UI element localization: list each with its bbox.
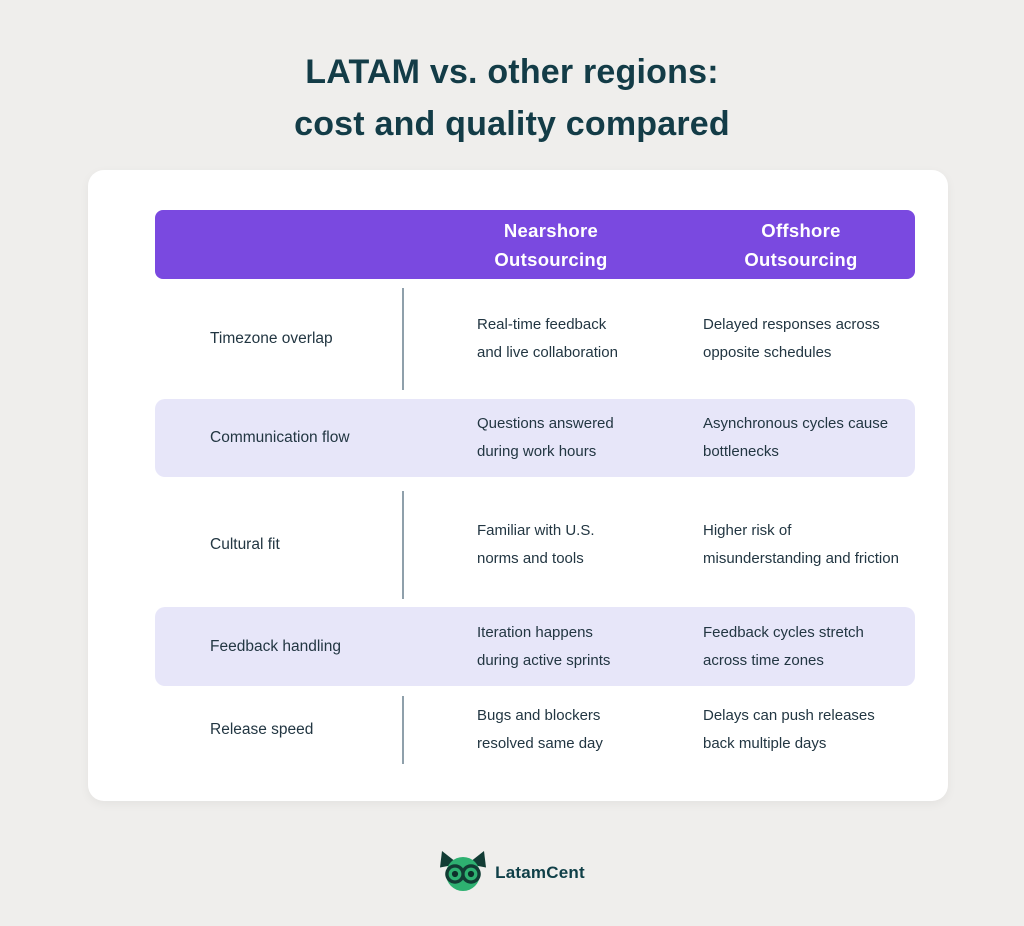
row-label: Timezone overlap [155,287,402,391]
row-label-text: Cultural fit [210,536,280,553]
page-title: LATAM vs. other regions: cost and qualit… [0,46,1024,150]
nearshore-cell: Familiar with U.S. norms and tools [402,490,703,600]
offshore-cell-text: Feedback cycles stretch across time zone… [703,623,864,669]
row-divider [402,696,404,764]
offshore-cell: Delays can push releases back multiple d… [703,695,915,765]
table-row-feedback-handling: Feedback handling Iteration happens duri… [155,607,915,686]
row-label-text: Release speed [210,721,314,738]
row-label: Feedback handling [155,607,402,686]
nearshore-cell-text: Questions answered during work hours [477,415,614,460]
brand-name: LatamCent [495,862,585,882]
nearshore-cell-text: Bugs and blockers resolved same day [477,707,603,752]
table-row-cultural-fit: Cultural fit Familiar with U.S. norms an… [155,490,915,600]
comparison-table-card: Nearshore Outsourcing Offshore Outsourci… [88,170,948,801]
owl-logo-icon [439,848,487,897]
offshore-cell-text: Delayed responses across opposite schedu… [703,316,880,361]
offshore-cell: Higher risk of misunderstanding and fric… [703,490,915,600]
nearshore-cell-text: Real-time feedback and live collaboratio… [477,316,618,361]
table-row-timezone-overlap: Timezone overlap Real-time feedback and … [155,287,915,391]
row-divider [402,491,404,599]
column-header-nearshore: Nearshore Outsourcing [494,219,608,270]
footer-logo: LatamCent [0,848,1024,897]
column-header-offshore: Offshore Outsourcing [744,219,858,270]
offshore-cell: Feedback cycles stretch across time zone… [703,607,915,686]
table-row-communication-flow: Communication flow Questions answered du… [155,399,915,477]
table-row-release-speed: Release speed Bugs and blockers resolved… [155,695,915,765]
row-label: Communication flow [155,399,402,477]
row-label-text: Feedback handling [210,637,341,655]
nearshore-cell: Iteration happens during active sprints [402,607,703,686]
nearshore-cell: Questions answered during work hours [402,399,703,477]
offshore-cell: Delayed responses across opposite schedu… [703,287,915,391]
page-title-line1: LATAM vs. other regions: [305,53,719,91]
page-title-line2: cost and quality compared [294,105,730,143]
offshore-cell-text: Higher risk of misunderstanding and fric… [703,522,899,567]
row-label: Cultural fit [155,490,402,600]
nearshore-cell-text: Iteration happens during active sprints [477,623,611,669]
table-header-bar: Nearshore Outsourcing Offshore Outsourci… [155,210,915,279]
offshore-cell-text: Delays can push releases back multiple d… [703,707,875,752]
nearshore-cell: Bugs and blockers resolved same day [402,695,703,765]
nearshore-cell-text: Familiar with U.S. norms and tools [477,522,595,567]
row-label-text: Communication flow [210,429,350,446]
offshore-cell: Asynchronous cycles cause bottlenecks [703,399,915,477]
row-label-text: Timezone overlap [210,330,333,347]
offshore-cell-text: Asynchronous cycles cause bottlenecks [703,415,889,460]
nearshore-cell: Real-time feedback and live collaboratio… [402,287,703,391]
row-divider [402,288,404,390]
row-label: Release speed [155,695,402,765]
